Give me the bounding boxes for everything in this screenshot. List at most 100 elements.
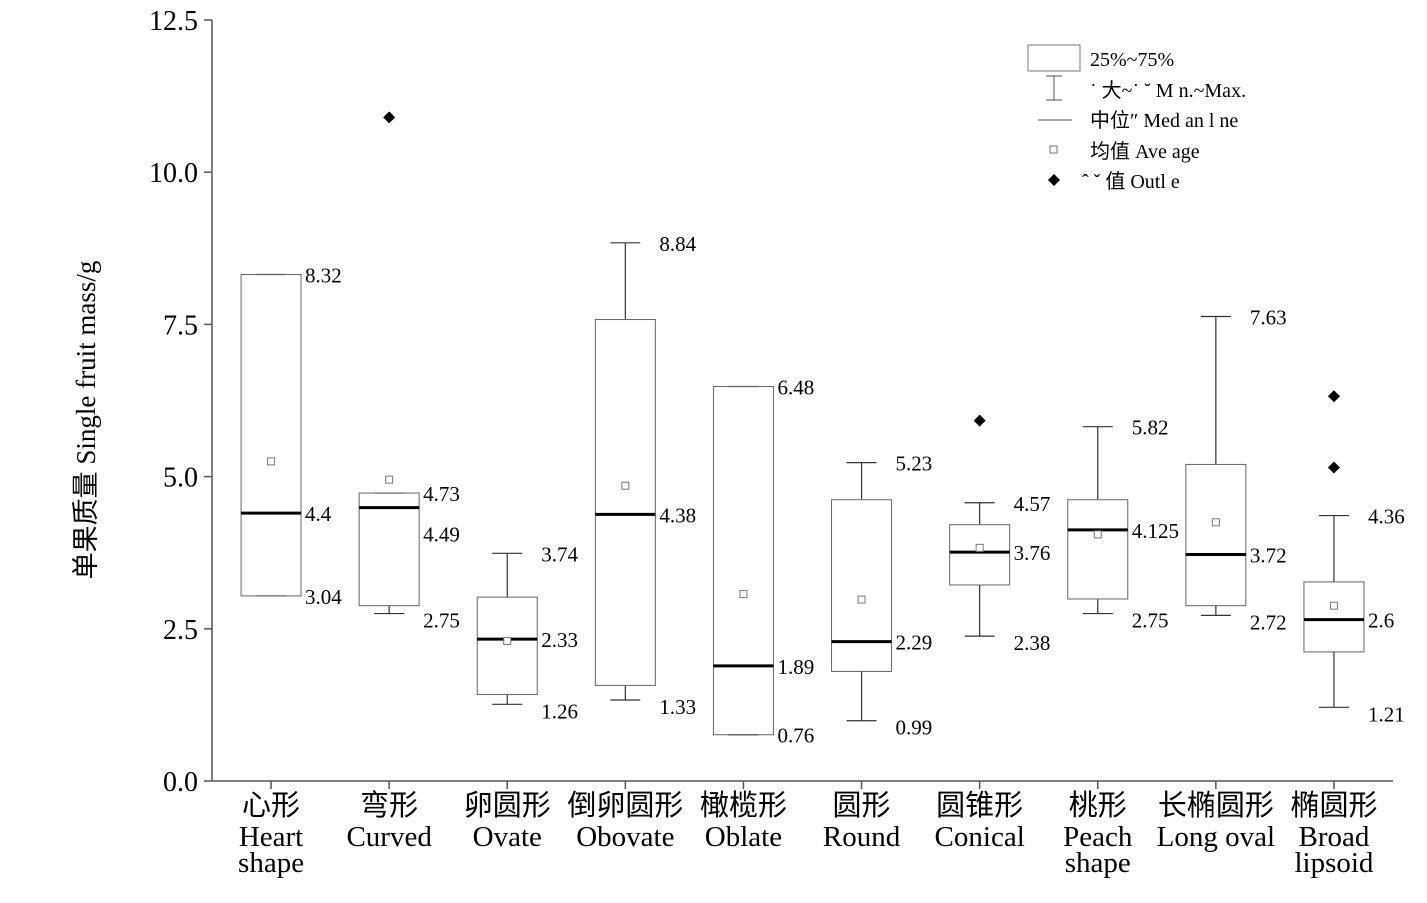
y-tick-label: 5.0 — [163, 463, 198, 494]
legend-entry-mean: 均值 Ave age — [1090, 140, 1200, 163]
mean-marker — [857, 595, 866, 604]
iqr-box — [594, 319, 656, 686]
y-tick-label: 10.0 — [149, 158, 198, 189]
legend-entry-outlier: ˆ ˇ 值 Outl e — [1082, 170, 1180, 193]
category-label-cn: 圆形 — [833, 790, 891, 822]
legend-outlier-swatch — [1048, 174, 1060, 186]
max-label: 7.63 — [1250, 305, 1287, 329]
outlier-marker — [1327, 461, 1340, 474]
mean-marker — [975, 543, 984, 552]
iqr-box — [476, 596, 538, 696]
min-label: 2.75 — [1132, 609, 1169, 633]
max-label: 5.23 — [896, 452, 933, 476]
median-label: 4.125 — [1132, 519, 1179, 543]
boxes: 8.324.43.04心形Heartshape4.734.492.75弯形Cur… — [238, 111, 1405, 879]
category-label-cn: 心形 — [242, 790, 300, 822]
max-label: 8.32 — [305, 263, 342, 287]
y-tick-label: 2.5 — [163, 615, 198, 646]
category-label-en: Round — [823, 821, 901, 853]
median-label: 1.89 — [777, 655, 814, 679]
median-label: 3.76 — [1014, 541, 1051, 565]
y-axis-label: 单果质量 Single fruit mass/g — [71, 261, 101, 580]
legend: 25%~75% ˙ 大~˙ ˘ M n.~Max. 中位″ Med an l ne 均… — [1027, 44, 1246, 193]
mean-marker — [1329, 601, 1338, 610]
max-label: 4.57 — [1014, 492, 1051, 516]
iqr-box — [358, 492, 420, 607]
category-label-cn: 弯形 — [360, 789, 418, 822]
y-tick-label: 7.5 — [163, 310, 198, 341]
min-label: 0.76 — [777, 724, 814, 748]
iqr-box — [949, 524, 1011, 586]
mean-marker — [1093, 530, 1102, 539]
legend-mean-swatch — [1049, 145, 1058, 154]
min-label: 2.75 — [423, 609, 460, 633]
category-label-cn: 橄榄形 — [700, 789, 787, 822]
category-label-en: Curved — [346, 821, 432, 853]
median-label: 4.38 — [659, 503, 696, 527]
outlier-marker — [1327, 390, 1340, 403]
category-label-cn: 倒卵圆形 — [567, 789, 683, 822]
max-label: 5.82 — [1132, 416, 1169, 440]
mean-marker — [621, 481, 630, 490]
legend-entry-median: 中位″ Med an l ne — [1090, 109, 1238, 132]
max-label: 3.74 — [541, 542, 578, 566]
category-label-en-2: shape — [1065, 847, 1131, 879]
median-label: 2.29 — [896, 631, 933, 655]
min-label: 0.99 — [896, 716, 933, 740]
category-label-en: Obovate — [576, 821, 674, 853]
max-label: 6.48 — [777, 375, 814, 399]
mean-marker — [503, 636, 512, 645]
max-label: 4.73 — [423, 482, 460, 506]
category-label-en: Ovate — [473, 821, 542, 853]
iqr-box — [712, 385, 774, 736]
category-label-cn: 桃形 — [1069, 789, 1127, 822]
category-label-en: Broad — [1299, 821, 1370, 853]
min-label: 2.38 — [1014, 631, 1051, 655]
category-label-en-2: shape — [238, 847, 304, 879]
outlier-marker — [973, 414, 986, 427]
category-label-en: Long oval — [1157, 821, 1275, 853]
category-label-en: Peach — [1063, 821, 1133, 853]
min-label: 1.33 — [659, 695, 696, 719]
mean-marker — [385, 475, 394, 484]
outlier-marker — [383, 111, 396, 124]
max-label: 4.36 — [1368, 505, 1405, 529]
category-label-en: Heart — [239, 821, 303, 853]
iqr-box — [240, 273, 302, 597]
mean-marker — [267, 457, 276, 466]
min-label: 1.21 — [1368, 702, 1405, 726]
category-label-cn: 圆锥形 — [936, 789, 1023, 822]
min-label: 1.26 — [541, 699, 578, 723]
iqr-box — [831, 499, 893, 672]
median-label: 4.49 — [423, 523, 460, 547]
axes: 0.0 2.5 5.0 7.5 10.0 12.5 — [149, 6, 1393, 798]
min-label: 2.72 — [1250, 610, 1287, 634]
median-label: 2.33 — [541, 628, 578, 652]
median-label: 2.6 — [1368, 609, 1394, 633]
legend-entry-range: ˙ 大~˙ ˘ M n.~Max. — [1090, 79, 1246, 102]
iqr-box — [1303, 581, 1365, 653]
iqr-box — [1185, 463, 1247, 607]
category-label-cn: 长椭圆形 — [1158, 789, 1274, 822]
legend-box-swatch — [1027, 44, 1081, 72]
category-label-en: Conical — [935, 821, 1025, 853]
category-label-cn: 椭圆形 — [1290, 789, 1377, 822]
iqr-box — [1067, 499, 1129, 600]
category-label-cn: 卵圆形 — [464, 789, 551, 822]
median-label: 4.4 — [305, 502, 332, 526]
median-label: 3.72 — [1250, 544, 1287, 568]
y-tick-label: 0.0 — [163, 767, 198, 798]
category-label-en: Oblate — [705, 821, 782, 853]
mean-marker — [1211, 518, 1220, 527]
mean-marker — [739, 590, 748, 599]
